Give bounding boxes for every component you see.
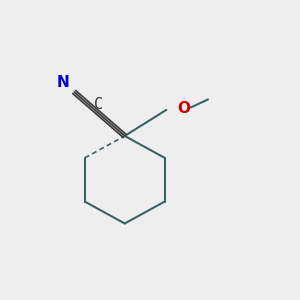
Text: C: C: [94, 97, 104, 112]
Text: N: N: [57, 75, 70, 90]
Text: O: O: [178, 101, 191, 116]
